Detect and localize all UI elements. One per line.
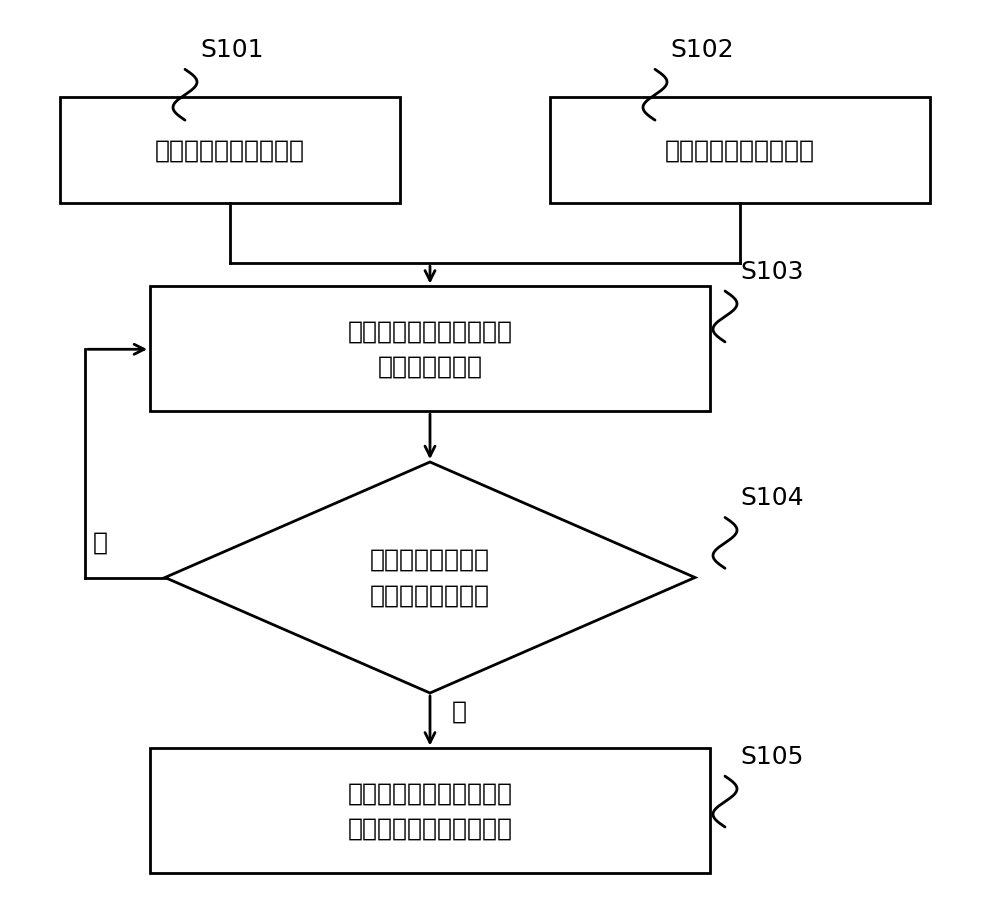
Text: 是: 是 <box>452 699 467 723</box>
Text: 获取车辆的目标减速度: 获取车辆的目标减速度 <box>155 139 305 162</box>
Text: S102: S102 <box>670 38 734 62</box>
Polygon shape <box>165 462 695 693</box>
Bar <box>550 97 930 203</box>
Bar <box>60 97 400 203</box>
Text: S103: S103 <box>740 260 804 284</box>
Text: S101: S101 <box>200 38 264 62</box>
Text: 否: 否 <box>93 530 108 554</box>
Text: S104: S104 <box>740 486 804 510</box>
Text: 获取车辆的实际减速度: 获取车辆的实际减速度 <box>665 139 815 162</box>
Text: 计算目标减速度与实际减
速度之间的差值: 计算目标减速度与实际减 速度之间的差值 <box>348 319 512 379</box>
Text: S105: S105 <box>740 745 803 769</box>
Text: 判断差值是否大于
或等于第一预设值: 判断差值是否大于 或等于第一预设值 <box>370 548 490 607</box>
Bar <box>150 748 710 873</box>
Text: 电动助力制动系统故障，
发送报警信息至整车仪表: 电动助力制动系统故障， 发送报警信息至整车仪表 <box>348 781 512 841</box>
Bar <box>150 286 710 411</box>
